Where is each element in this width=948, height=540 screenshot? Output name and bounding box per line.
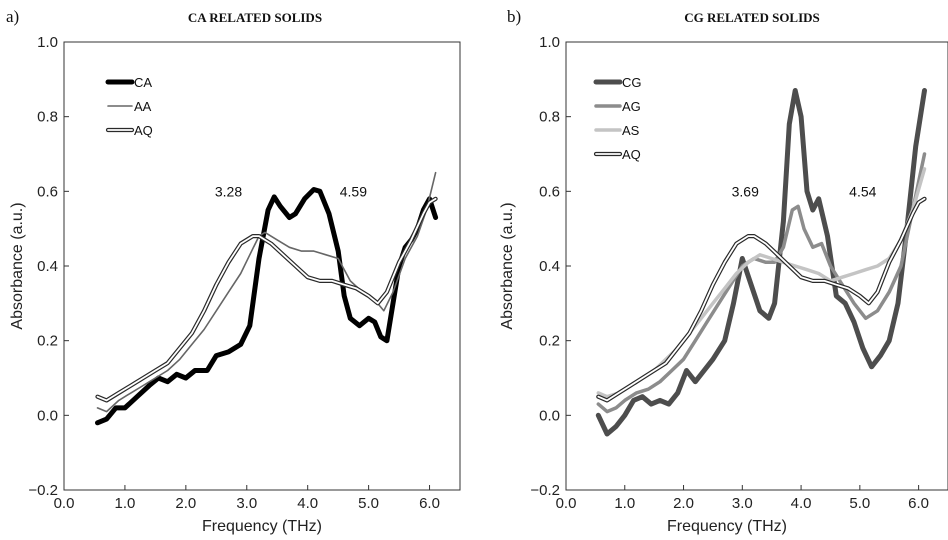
y-tick-label: 0.4 (37, 258, 58, 275)
legend: CG AG AS AQ (593, 75, 642, 162)
series-cg-line (595, 88, 927, 437)
x-tick-label: 4.0 (297, 495, 318, 512)
x-tick-label: 5.0 (849, 495, 870, 512)
y-axis-label: Absorbance (a.u.) (9, 202, 26, 329)
chart-title: CA RELATED SOLIDS (188, 10, 322, 25)
series-aq-line (95, 196, 438, 403)
y-tick-label: −0.2 (530, 482, 560, 499)
series-aq-path (596, 196, 927, 403)
x-tick-label: 0.0 (54, 495, 75, 512)
legend-item-as: AS (594, 123, 640, 138)
x-tick-label: 3.0 (236, 495, 257, 512)
peak-annotation: 4.54 (849, 183, 876, 199)
y-tick-label: 0.0 (539, 407, 560, 424)
y-tick-label: 1.0 (539, 34, 560, 51)
x-tick-label: 6.0 (419, 495, 440, 512)
legend-item-aq: AQ (593, 147, 641, 162)
x-tick-label: 5.0 (358, 495, 379, 512)
x-tick-label: 2.0 (673, 495, 694, 512)
y-tick-label: 0.8 (539, 109, 560, 126)
series-cg-path (595, 88, 927, 437)
y-tick-label: 0.2 (539, 333, 560, 350)
peak-annotation: 3.28 (215, 183, 242, 199)
legend-label: AQ (622, 147, 641, 162)
series-ag-path (596, 152, 927, 414)
x-tick-label: 1.0 (614, 495, 635, 512)
series-aa-line (96, 171, 437, 413)
y-tick-label: 0.8 (37, 109, 58, 126)
x-tick-label: 1.0 (114, 495, 135, 512)
legend-item-aa: AA (107, 99, 152, 114)
series-aq-path (96, 197, 437, 402)
series-ca-path (95, 187, 439, 426)
chart-panel-b: b) CG RELATED SOLIDS 0.0 1.0 2.0 3.0 4.0 5.0 6.0… (499, 7, 948, 535)
y-tick-label: 0.0 (37, 407, 58, 424)
y-tick-label: 0.2 (37, 333, 58, 350)
legend-label: AG (622, 99, 641, 114)
legend-item-cg: CG (593, 75, 642, 90)
legend-item-ca: CA (105, 75, 152, 90)
legend-label: AA (134, 99, 152, 114)
peak-annotation: 3.69 (732, 183, 759, 199)
y-tick-label: 0.6 (539, 183, 560, 200)
legend-item-ag: AG (594, 99, 641, 114)
legend-item-aq: AQ (105, 123, 153, 138)
legend-label: AQ (134, 123, 153, 138)
series-aq-line (596, 196, 927, 403)
series-ca-line (95, 187, 439, 426)
x-tick-label: 2.0 (175, 495, 196, 512)
x-tick-label: 4.0 (791, 495, 812, 512)
series-aa-path (96, 171, 437, 413)
y-tick-label: 0.6 (37, 183, 58, 200)
y-tick-label: 1.0 (37, 34, 58, 51)
x-tick-label: 6.0 (908, 495, 929, 512)
panel-label: b) (507, 7, 521, 26)
legend-label: AS (622, 123, 640, 138)
x-axis-label: Frequency (THz) (202, 518, 322, 535)
x-tick-label: 3.0 (732, 495, 753, 512)
x-tick-label: 0.0 (556, 495, 577, 512)
chart-panel-a: a) CA RELATED SOLIDS 0.0 1.0 2.0 3.0 4.0 5.0 6.0… (6, 7, 461, 535)
series-ag-line (596, 152, 927, 414)
y-tick-label: 0.4 (539, 258, 560, 275)
y-tick-label: −0.2 (28, 482, 58, 499)
x-axis-label: Frequency (THz) (667, 518, 787, 535)
legend: CA AA AQ (105, 75, 153, 138)
panel-label: a) (6, 7, 19, 26)
legend-label: CG (622, 75, 642, 90)
chart-title: CG RELATED SOLIDS (684, 10, 820, 25)
peak-annotation: 4.59 (340, 183, 367, 199)
y-axis-label: Absorbance (a.u.) (499, 202, 516, 329)
series-aq-path (597, 197, 926, 402)
legend-label: CA (134, 75, 152, 90)
